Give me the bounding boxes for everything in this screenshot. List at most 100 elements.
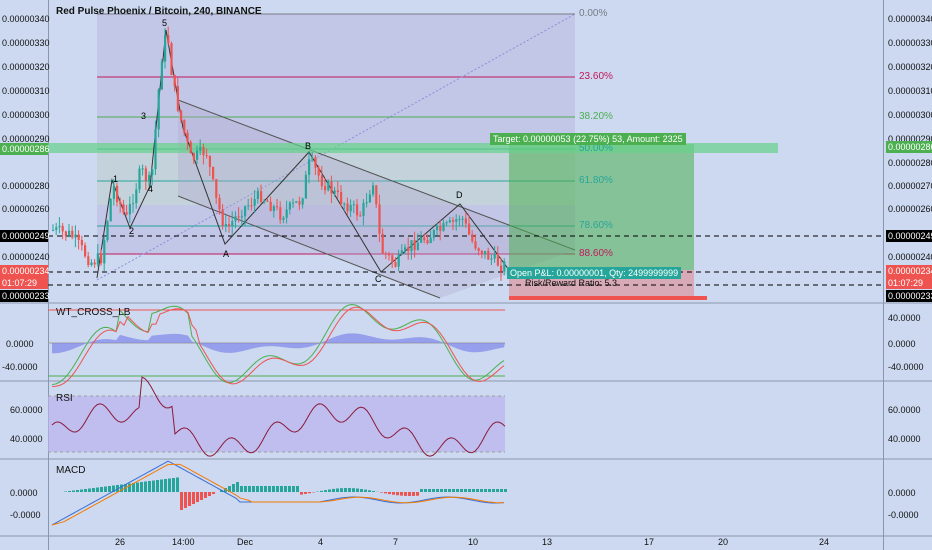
time-label: 13: [542, 537, 553, 547]
candle-body: [439, 225, 442, 231]
wt-tick: 0.0000: [6, 339, 34, 349]
candle-body: [452, 220, 455, 222]
candle-body: [189, 141, 192, 154]
target-price-badge-left: 0.00000286: [0, 143, 50, 155]
macd-bar: [324, 490, 327, 492]
target-label[interactable]: Target: 0.00000053 (22.75%) 53, Amount: …: [490, 133, 686, 145]
price-tick: 0.00000240: [2, 252, 50, 262]
macd-bar: [352, 488, 355, 492]
candle-body: [224, 224, 227, 226]
candle-body: [381, 233, 384, 254]
macd-histogram: [64, 477, 507, 510]
macd-bar: [144, 481, 147, 492]
wave-label: 2: [129, 226, 135, 236]
wt-tick: 40.0000: [888, 313, 921, 323]
candlestick-series[interactable]: [52, 26, 506, 281]
pnl-label[interactable]: Open P&L: 0.00000001, Qty: 2499999999: [507, 267, 682, 279]
price-tick: 0.00000260: [888, 204, 932, 214]
candle-body: [173, 74, 176, 87]
right-price-axis[interactable]: [883, 0, 932, 550]
candle-body: [119, 202, 122, 205]
fib-label-0: 0.00%: [579, 8, 608, 19]
candle-body: [151, 169, 154, 176]
macd-bar: [368, 490, 371, 492]
left-price-axis[interactable]: [0, 0, 49, 550]
macd-bar: [364, 489, 367, 492]
candle-body: [356, 204, 359, 216]
candle-body: [167, 35, 170, 44]
macd-bar: [492, 489, 495, 492]
macd-bar: [400, 492, 403, 496]
time-label: 14:00: [172, 537, 195, 547]
candle-body: [384, 253, 387, 255]
macd-bar: [404, 492, 407, 496]
price-tick: 0.00000290: [888, 134, 932, 144]
candle-body: [413, 240, 416, 251]
time-label: Dec: [237, 537, 254, 547]
fib-label-618: 61.80%: [579, 175, 613, 186]
candle-body: [228, 224, 231, 226]
candle-body: [378, 204, 381, 234]
channel-upper-line[interactable]: [177, 99, 576, 251]
candle-body: [397, 254, 400, 267]
long-position-profit-zone[interactable]: [509, 144, 694, 270]
candle-body: [247, 205, 250, 207]
candle-body: [148, 175, 151, 181]
candle-body: [74, 234, 77, 238]
candle-body: [333, 190, 336, 194]
candle-body: [362, 202, 365, 216]
stop-price-badge-left: 0.00000233: [0, 290, 50, 302]
current-price-badge-right: 0.00000249: [886, 230, 932, 242]
wave-label: A: [223, 249, 230, 259]
macd-bar: [328, 489, 331, 492]
macd-bar: [484, 489, 487, 492]
macd-bar: [156, 480, 159, 492]
candle-body: [330, 181, 333, 194]
macd-bar: [160, 479, 163, 492]
candle-body: [116, 185, 119, 203]
candle-body: [304, 174, 307, 199]
chart-title: Red Pulse Phoenix / Bitcoin, 240, BINANC…: [56, 6, 262, 17]
rsi-indicator-label[interactable]: RSI: [56, 393, 73, 404]
macd-indicator-label[interactable]: MACD: [56, 465, 86, 476]
candle-body: [122, 204, 125, 213]
macd-bar: [296, 486, 299, 492]
fib-label-236: 23.60%: [579, 71, 613, 82]
macd-bar: [412, 492, 415, 496]
macd-bar: [448, 489, 451, 492]
macd-bar: [464, 489, 467, 492]
candle-body: [160, 61, 163, 90]
time-label: 26: [115, 537, 126, 547]
macd-bar: [292, 486, 295, 492]
macd-tick: 0.0000: [10, 488, 38, 498]
macd-bar: [272, 486, 275, 492]
candle-body: [279, 207, 282, 220]
candle-body: [80, 239, 83, 246]
candle-body: [426, 240, 429, 244]
candle-body: [336, 190, 339, 193]
time-label: 24: [819, 537, 830, 547]
candle-body: [388, 254, 391, 256]
candle-body: [471, 234, 474, 242]
price-tick: 0.00000340: [888, 14, 932, 24]
last-price-badge-right: 0.00000234: [886, 265, 932, 277]
candle-body: [93, 262, 96, 265]
candle-body: [429, 237, 432, 244]
macd-bar: [252, 486, 255, 492]
candle-body: [192, 153, 195, 160]
stop-line: [509, 296, 707, 300]
macd-bar: [76, 490, 79, 492]
wt-indicator-label[interactable]: WT_CROSS_LB: [56, 307, 131, 318]
candle-body: [484, 250, 487, 255]
fib-zone-mid: [97, 145, 575, 205]
macd-bar: [408, 492, 411, 496]
candle-body: [298, 201, 301, 205]
candle-body: [58, 225, 61, 228]
candle-body: [365, 202, 368, 204]
macd-bar: [184, 492, 187, 508]
time-label: 20: [718, 537, 729, 547]
candle-body: [400, 250, 403, 255]
candle-body: [349, 204, 352, 212]
price-tick: 0.00000340: [2, 14, 50, 24]
